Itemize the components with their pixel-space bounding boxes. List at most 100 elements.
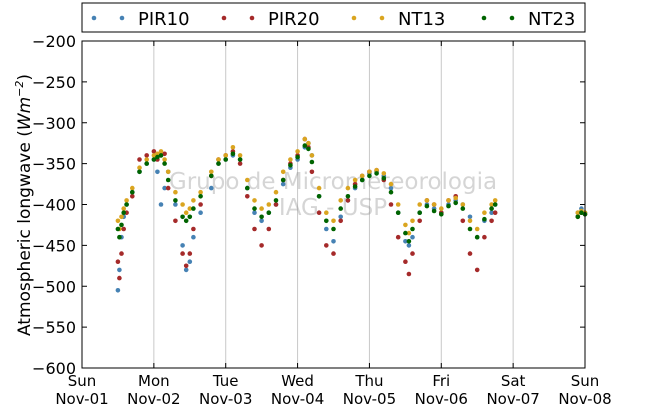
data-point xyxy=(306,146,311,152)
data-point xyxy=(489,206,494,211)
data-point xyxy=(489,218,494,224)
data-point xyxy=(183,218,189,224)
data-point xyxy=(395,210,401,215)
y-tick-label: −450 xyxy=(32,236,76,255)
legend-marker xyxy=(481,15,487,21)
data-point xyxy=(403,230,408,236)
data-point xyxy=(338,198,344,203)
data-point xyxy=(273,189,279,195)
data-point xyxy=(482,234,487,240)
data-point xyxy=(151,157,157,162)
data-point xyxy=(410,234,415,240)
data-point xyxy=(309,159,315,165)
y-axis-label: Atmospheric longwave (Wm−2) xyxy=(13,74,35,336)
data-point xyxy=(388,189,394,195)
data-point xyxy=(266,202,272,207)
legend: PIR10 PIR20 NT13 NT23 xyxy=(81,2,586,33)
y-tick-label: −300 xyxy=(32,114,76,133)
data-point xyxy=(331,218,336,224)
data-point xyxy=(119,251,124,256)
data-point xyxy=(173,189,178,195)
data-point xyxy=(266,226,272,232)
y-axis-label-close: ) xyxy=(15,74,35,81)
data-point xyxy=(162,151,167,157)
data-point xyxy=(162,185,167,191)
data-point xyxy=(316,185,322,191)
data-point xyxy=(158,153,164,158)
legend-box xyxy=(81,2,586,33)
data-point xyxy=(410,226,415,232)
data-point xyxy=(158,202,164,207)
data-point xyxy=(482,216,487,222)
data-point xyxy=(183,263,189,269)
y-tick-label: −550 xyxy=(32,318,76,337)
data-point xyxy=(324,243,329,248)
data-point xyxy=(230,145,236,150)
data-point xyxy=(338,206,344,211)
data-point xyxy=(183,210,189,215)
data-point xyxy=(209,169,214,175)
data-point xyxy=(359,173,365,179)
data-point xyxy=(406,239,412,244)
data-point xyxy=(381,171,387,176)
legend-marker xyxy=(379,15,385,21)
data-point xyxy=(245,177,250,183)
legend-label: PIR20 xyxy=(268,9,320,30)
data-point xyxy=(230,151,236,157)
data-point xyxy=(280,177,286,183)
data-point xyxy=(223,153,228,158)
data-point xyxy=(252,226,257,232)
data-point xyxy=(124,198,129,203)
data-point xyxy=(424,198,430,203)
data-point xyxy=(173,202,178,207)
data-point xyxy=(117,234,122,240)
series-layer xyxy=(115,136,588,293)
data-point xyxy=(151,153,157,158)
y-axis: −600 −550 −500 −450 −400 −350 −300 −250 −200 xyxy=(32,32,585,378)
data-point xyxy=(338,218,344,224)
data-point xyxy=(259,214,264,220)
data-point xyxy=(130,185,135,191)
data-point xyxy=(209,173,214,179)
data-point xyxy=(252,206,257,211)
y-tick-label: −500 xyxy=(32,277,76,296)
data-point xyxy=(482,210,487,215)
data-point xyxy=(223,157,228,162)
data-point xyxy=(474,226,480,232)
watermark-line-2: IAG - USP xyxy=(279,195,387,221)
data-point xyxy=(245,185,250,191)
data-point xyxy=(155,151,160,157)
data-point xyxy=(431,202,437,207)
data-point xyxy=(155,169,160,175)
data-point xyxy=(187,251,193,256)
y-axis-label-exponent: −2 xyxy=(13,81,26,97)
y-axis-label-main: Atmospheric longwave ( xyxy=(15,130,35,336)
data-point xyxy=(388,202,394,207)
data-point xyxy=(115,226,121,232)
data-point xyxy=(395,234,401,240)
data-point xyxy=(198,202,203,207)
data-point xyxy=(191,234,196,240)
data-point xyxy=(410,251,415,256)
data-point xyxy=(367,169,372,175)
data-point xyxy=(352,177,358,183)
data-point xyxy=(439,212,444,217)
data-point xyxy=(165,169,171,175)
data-point xyxy=(417,218,423,224)
x-tick-date: Nov-05 xyxy=(343,390,396,408)
data-point xyxy=(306,140,311,146)
data-point xyxy=(345,185,351,191)
data-point xyxy=(252,198,257,203)
data-point xyxy=(406,271,412,277)
data-point xyxy=(173,218,178,224)
data-point xyxy=(119,222,124,228)
x-tick-date: Nov-03 xyxy=(199,390,252,408)
data-point xyxy=(446,198,451,203)
data-point xyxy=(324,210,329,215)
x-tick-day: Mon xyxy=(138,372,170,390)
data-point xyxy=(209,185,214,191)
data-point xyxy=(403,239,408,244)
data-point xyxy=(165,185,171,191)
plot-area xyxy=(82,41,585,368)
